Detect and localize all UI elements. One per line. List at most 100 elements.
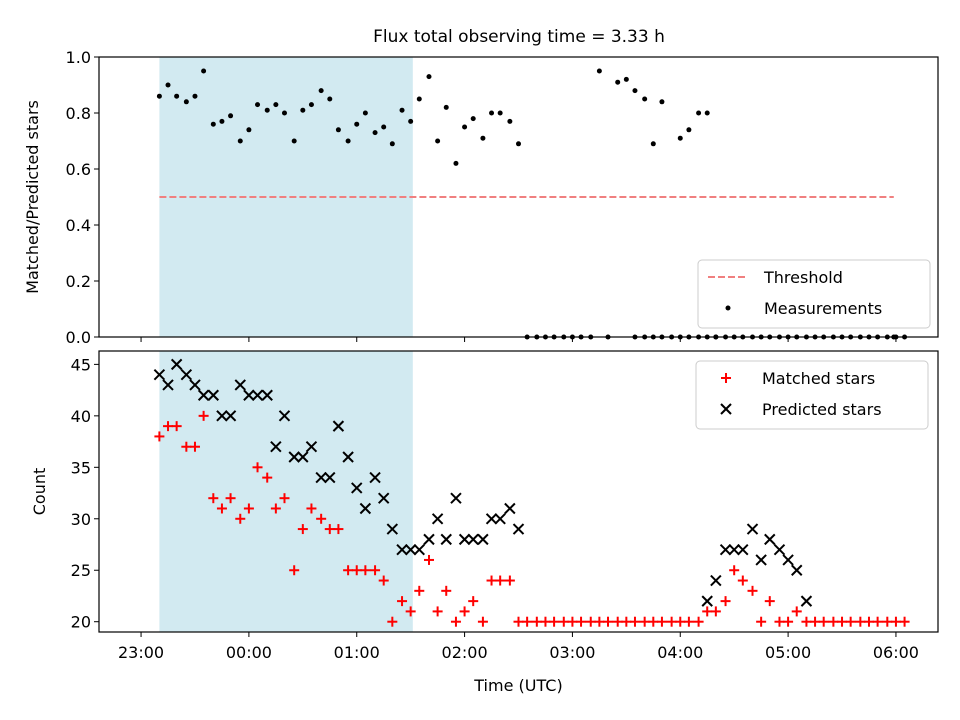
predicted-point [216,410,228,422]
matched-point [306,503,317,514]
measurement-point [462,124,468,130]
matched-point [629,616,640,627]
measurement-point [354,121,360,127]
matched-point [594,616,605,627]
predicted-point-b [162,379,174,391]
predicted-point [728,543,740,556]
predicted-point-b [431,513,444,525]
matched-point [262,472,273,483]
legend: Matched stars Predicted stars [695,360,929,430]
y-tick-label: 25 [71,561,91,580]
measurement-point [335,127,341,133]
predicted-point-b [710,574,722,587]
matched-point [522,616,533,627]
matched-point [558,616,569,627]
chart-title: Flux total observing time = 3.33 h [373,27,665,47]
predicted-point-b [216,410,228,422]
predicted-point [324,471,336,484]
predicted-point-b [377,492,390,504]
predicted-point-b [413,543,425,556]
matched-point [693,616,704,627]
measurement-point [210,121,216,127]
legend-box [695,360,929,430]
predicted-point-b [251,389,264,401]
matched-point [343,565,354,576]
matched-point [585,616,596,627]
matched-point [791,606,802,617]
predicted-point-b [791,564,803,576]
predicted-point-b [773,543,786,556]
matched-point [468,596,479,607]
matched-point [243,503,254,514]
matched-point [729,565,740,576]
predicted-point-b [782,554,794,566]
predicted-point [288,451,300,463]
predicted-point [278,410,291,422]
x-tick-label: 06:00 [873,643,919,662]
predicted-point [791,564,803,576]
predicted-point [386,523,399,535]
predicted-point-b [243,389,255,401]
measurement-point [237,138,243,144]
matched-point [540,616,551,627]
x-tick-label: 01:00 [334,643,380,662]
matched-point [648,616,659,627]
matched-point [863,616,874,627]
measurement-point [677,135,683,141]
matched-point [710,606,721,617]
measurement-point [416,96,422,102]
matched-point [783,616,794,627]
matched-point [845,616,856,627]
matched-point [459,606,470,617]
predicted-point-b [189,379,201,391]
predicted-point-b [386,523,399,535]
matched-point [818,616,829,627]
predicted-point [369,471,381,484]
predicted-point [162,379,174,391]
measurement-point [426,74,432,80]
predicted-point-b [342,451,354,463]
predicted-point [180,368,193,381]
measurement-point [650,141,656,147]
legend-label: Predicted stars [762,400,882,419]
measurement-point [318,88,324,94]
predicted-point-b [404,543,417,556]
matched-point [252,462,263,473]
predicted-point-b [288,451,300,463]
predicted-point [467,533,479,546]
measurement-point [659,99,665,105]
measurement-point [516,141,521,147]
measurement-point [165,82,171,88]
predicted-point [404,543,417,556]
predicted-point [413,543,425,556]
x-tick-label: 23:00 [118,643,164,662]
predicted-point-b [359,502,372,515]
predicted-point [512,523,525,535]
matched-point [621,616,632,627]
predicted-point [234,379,246,391]
matched-point [683,616,694,627]
matched-point [486,575,497,586]
measurement-point [507,118,513,124]
matched-point [414,585,425,596]
predicted-point [315,471,327,484]
predicted-point-b [477,533,489,546]
predicted-point-b [369,471,381,484]
predicted-point [170,358,183,371]
predicted-point-b [467,533,479,546]
predicted-point-b [746,523,759,535]
legend-box [697,259,931,329]
measurement-point [623,76,629,82]
predicted-point-b [764,533,776,546]
predicted-point [359,502,372,515]
matched-point [289,565,300,576]
predicted-point-b [332,420,345,432]
panels: 0.0 0.2 0.4 0.6 0.8 1.0 Matched/Predicted star… [23,48,939,695]
measurement-point [615,79,621,85]
y-axis-label: Count [30,468,49,516]
matched-point [235,513,246,524]
predicted-point-b [458,533,471,546]
predicted-point-b [800,595,813,607]
matched-point [747,585,758,596]
matched-point [270,503,281,514]
